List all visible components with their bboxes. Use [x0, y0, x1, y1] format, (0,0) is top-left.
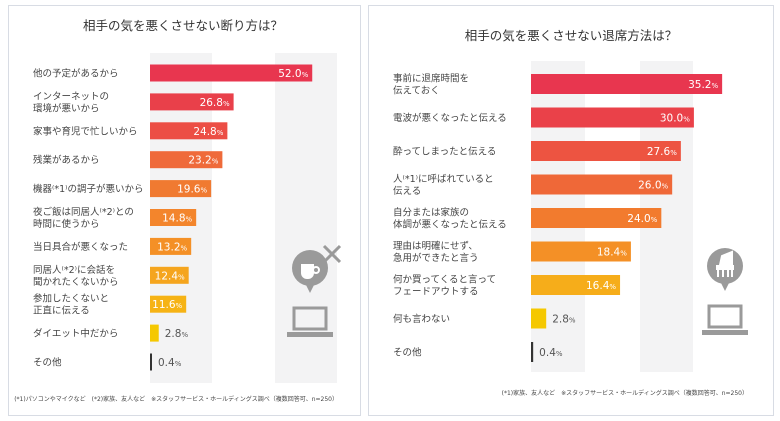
bubble-icon-tail [305, 283, 315, 293]
category-label: 参加したくないと正直に伝える [33, 293, 109, 317]
data-label: 24.8% [193, 126, 223, 138]
data-label: 52.0% [278, 68, 308, 80]
data-label: 2.8% [165, 328, 189, 340]
category-label: ダイエット中だから [33, 328, 118, 340]
bar [531, 241, 631, 262]
bar [150, 151, 223, 169]
data-label: 23.2% [188, 155, 218, 167]
category-label: 他の予定があるから [33, 68, 119, 80]
laptop-base [287, 332, 333, 337]
category-label: 残業があるから [33, 154, 100, 166]
bar [531, 141, 681, 161]
category-label: 夜ご飯は同居人⁽*2⁾との時間に使うから [33, 206, 134, 230]
data-label: 18.4% [597, 247, 627, 259]
speech-bubble-chair-icon [707, 248, 743, 291]
chart-title: 相手の気を悪くさせない退席方法は？ [465, 28, 678, 43]
category-label: 理由は明確にせず、急用ができたと言う [393, 240, 479, 264]
category-label: 自分または家族の体調が悪くなったと伝える [393, 207, 507, 231]
footnote: (*1)家族、友人など ※スタッフサービス・ホールディングス調べ（複数回答可、n… [502, 389, 748, 397]
bar [531, 308, 547, 329]
data-label: 0.4% [158, 357, 182, 369]
category-label: 電波が悪くなったと伝える [393, 112, 507, 124]
cup-icon [301, 264, 314, 279]
bar [150, 295, 187, 313]
data-label: 13.2% [157, 241, 187, 253]
bar [150, 237, 192, 255]
category-label: 家事や育児で忙しいから [33, 125, 138, 137]
bar [531, 208, 662, 228]
data-label: 27.6% [647, 146, 677, 158]
laptop-icon [702, 304, 748, 335]
bar [531, 342, 534, 362]
data-label: 26.8% [200, 97, 230, 109]
bubble-icon-tail [720, 281, 730, 291]
bar [531, 107, 694, 128]
data-label: 2.8% [552, 314, 576, 326]
data-label: 12.4% [155, 270, 185, 282]
chair-icon [716, 250, 734, 277]
laptop-base [702, 330, 748, 335]
category-label: 何か買ってくると言ってフェードアウトする [393, 274, 496, 298]
data-label: 0.4% [539, 347, 563, 359]
category-label: インターネットの環境が悪いから [33, 91, 109, 114]
data-label: 30.0% [660, 113, 690, 125]
category-label: 機器⁽*1⁾の調子が悪いから [33, 183, 143, 195]
category-label: 同居人⁽*2⁾に会話を聞かれたくないから [33, 264, 119, 288]
data-label: 14.8% [162, 213, 192, 225]
bar [531, 174, 673, 195]
footnote: (*1)パソコンやマイクなど (*2)家族、友人など ※スタッフサービス・ホール… [14, 395, 338, 403]
category-label: その他 [33, 357, 62, 369]
bar [150, 122, 228, 140]
cup-handle-icon [312, 266, 320, 274]
category-label: 事前に退席時間を伝えておく [393, 73, 469, 97]
laptop-screen [707, 304, 743, 329]
cross-icon [322, 244, 342, 264]
laptop-screen [292, 306, 328, 331]
bar [150, 64, 313, 82]
speech-bubble-cup-icon [292, 250, 328, 293]
data-label: 11.6% [152, 299, 182, 311]
bar [150, 180, 212, 198]
laptop-icon [287, 306, 333, 337]
data-label: 19.6% [177, 184, 207, 196]
category-label: 何も言わない [393, 313, 450, 325]
category-label: その他 [393, 347, 422, 359]
data-label: 26.0% [638, 180, 668, 192]
bar [150, 93, 234, 111]
data-label: 16.4% [586, 280, 616, 292]
bar [531, 74, 723, 94]
data-label: 35.2% [688, 79, 718, 91]
chart-title: 相手の気を悪くさせない断り方は？ [83, 18, 283, 33]
bar [150, 324, 159, 342]
category-label: 当日具合が悪くなった [33, 241, 128, 253]
data-label: 24.0% [627, 213, 657, 225]
bar [150, 266, 189, 284]
bar [150, 209, 197, 226]
bar [531, 275, 621, 295]
category-label: 酔ってしまったと伝える [393, 146, 496, 158]
category-label: 人⁽*1⁾に呼ばれていると伝える [393, 174, 494, 197]
bar [150, 353, 152, 371]
